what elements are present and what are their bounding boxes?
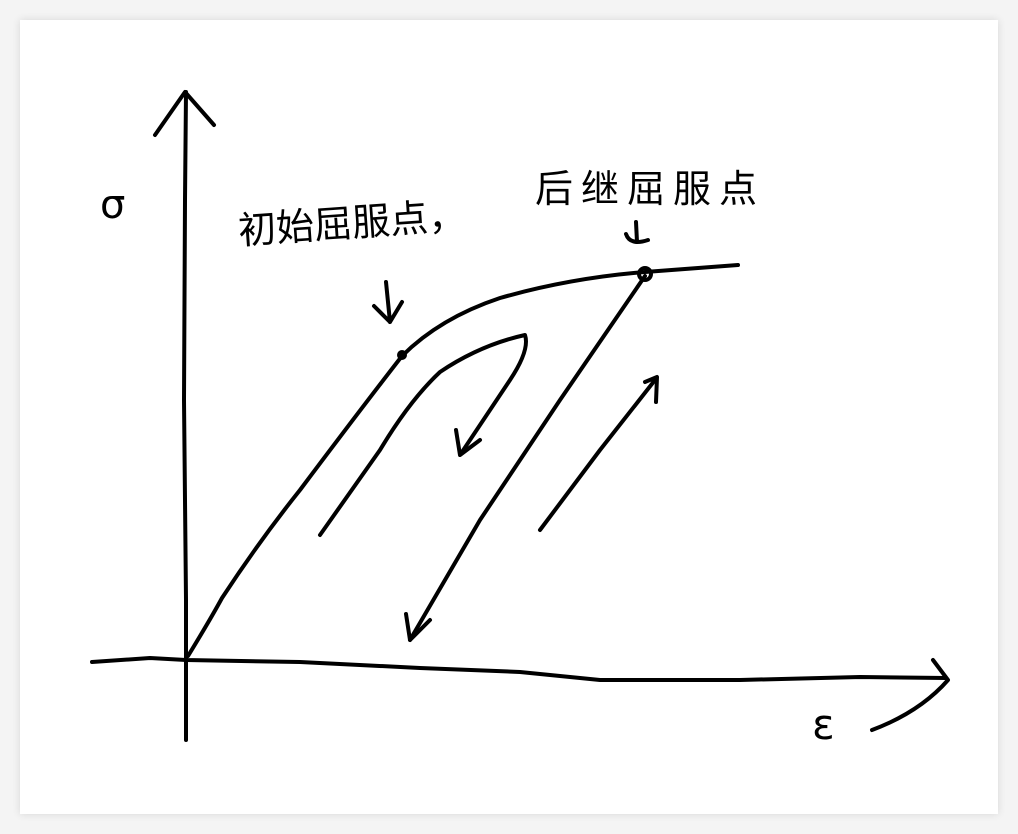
x-axis-arrowhead <box>870 658 950 732</box>
x-axis-label: ε <box>812 700 835 749</box>
initial-yield-point-marker <box>397 350 407 360</box>
y-axis <box>182 90 188 742</box>
reloading-arrowhead <box>643 375 659 404</box>
subsequent-yield-point-label: 后继屈服点 <box>535 167 766 211</box>
inner-loop-arrowhead <box>454 428 482 457</box>
subsequent-yield-point-marker <box>637 266 653 282</box>
separator: ， <box>426 193 468 240</box>
y-axis-label: σ <box>100 182 126 228</box>
loading-curve <box>186 263 740 658</box>
y-axis-arrowhead <box>153 90 216 137</box>
down-arrow-icon <box>372 280 404 324</box>
reloading-arrow <box>538 378 657 532</box>
down-arrow-icon-2 <box>624 220 650 244</box>
unloading-line <box>408 274 647 642</box>
inner-loop-arrow <box>318 333 528 537</box>
x-axis <box>90 656 948 682</box>
unloading-arrowhead <box>404 612 432 642</box>
